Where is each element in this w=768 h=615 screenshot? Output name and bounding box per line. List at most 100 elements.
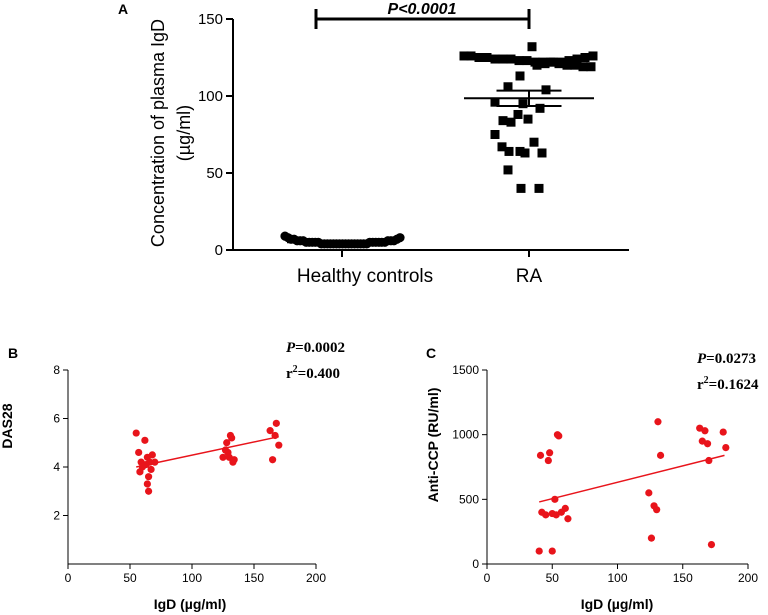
panel-a-ylabel-line1: Concentration of plasma IgD	[148, 19, 168, 247]
c-point	[544, 456, 552, 465]
b-point	[135, 448, 143, 457]
ra-point	[497, 142, 507, 152]
panel-b-r2: r2=0.400	[286, 364, 340, 382]
panel-c-points	[535, 418, 730, 555]
panel-b-xlabel: IgD (µg/ml)	[154, 596, 227, 612]
panel-b-p-prefix: P	[286, 340, 296, 356]
panel-a-letter: A	[118, 1, 128, 17]
panel-b-ylabel: DAS28	[0, 403, 15, 448]
b-point	[219, 453, 227, 461]
c-point	[542, 511, 550, 519]
b-xtick-label: 150	[244, 571, 264, 585]
ra-point	[474, 53, 484, 62]
panel-b-r2-label: r	[286, 366, 293, 382]
c-point	[536, 451, 545, 459]
ra-point	[516, 183, 526, 193]
significance-bracket	[314, 9, 531, 29]
b-point	[269, 456, 277, 464]
c-point	[551, 495, 559, 503]
ra-point	[540, 59, 550, 69]
ra-point	[535, 103, 545, 113]
c-ytick-label: 1000	[452, 428, 479, 442]
c-xtick-label: 200	[738, 571, 758, 585]
c-point	[707, 541, 716, 549]
panel-a-axes	[226, 18, 629, 257]
c-point	[555, 432, 563, 440]
c-point	[647, 534, 656, 542]
ra-point	[482, 53, 492, 62]
ra-point	[503, 165, 513, 175]
c-xtick-label: 50	[546, 571, 560, 585]
healthy-point	[395, 233, 405, 243]
panel-a-points	[280, 42, 598, 249]
ra-point	[572, 54, 582, 64]
panel-c-scatter: C 0 500 1000 1500 0 50 100 150 200 Anti-CCP (RU/…	[425, 345, 759, 612]
panel-c-r2-exp: 2	[704, 375, 709, 386]
panel-c-p-value: P=0.0273	[697, 351, 756, 367]
ra-point	[490, 54, 500, 64]
b-xtick-label: 0	[65, 571, 72, 585]
b-point	[145, 473, 153, 481]
b-point	[147, 465, 155, 474]
panel-c-p-prefix: P	[697, 351, 707, 367]
c-xtick-label: 150	[673, 571, 693, 585]
panel-b-fit-line	[136, 435, 279, 468]
ra-point	[498, 116, 508, 126]
panel-a-ytick-50: 50	[206, 165, 223, 182]
ra-point	[506, 117, 516, 127]
ra-point	[459, 51, 469, 61]
b-point	[230, 456, 238, 464]
ra-point	[537, 148, 547, 158]
ra-point	[506, 54, 516, 64]
c-point	[548, 547, 556, 555]
b-point	[228, 434, 236, 442]
panel-b-tick-labels: 2 4 6 8 0 50 100 150 200	[53, 363, 326, 585]
ra-point	[490, 97, 500, 107]
panel-a-ytick-100: 100	[198, 88, 223, 105]
b-point	[275, 441, 283, 449]
panel-c-r2-number: =0.1624	[709, 377, 759, 393]
panel-a-category-ra: RA	[516, 266, 543, 287]
panel-c-xlabel: IgD (µg/ml)	[581, 596, 654, 612]
panel-c-fit-line	[539, 454, 725, 503]
panel-b-p-value: P=0.0002	[286, 340, 345, 356]
panel-b-axes	[63, 369, 317, 569]
c-ytick-label: 1500	[452, 363, 479, 377]
c-xtick-label: 0	[484, 571, 491, 585]
b-ytick-label: 4	[53, 460, 60, 474]
ra-point	[504, 146, 514, 156]
ra-point	[518, 99, 528, 109]
ra-point	[520, 148, 530, 158]
c-point	[719, 428, 727, 436]
b-point	[271, 431, 279, 440]
c-point	[654, 418, 662, 426]
b-point	[272, 419, 280, 427]
c-point	[561, 504, 569, 512]
panel-a-ytick-150: 150	[198, 11, 223, 28]
panel-c-r2-label: r	[697, 377, 704, 393]
panel-b-r2-exp: 2	[293, 364, 298, 375]
panel-a-ylabel-line2: (µg/ml)	[174, 105, 194, 161]
c-point	[701, 427, 709, 435]
ra-point	[578, 62, 588, 72]
panel-b-letter: B	[8, 345, 18, 361]
panel-c-ylabel: Anti-CCP (RU/ml)	[425, 388, 441, 503]
ra-point	[580, 53, 590, 62]
ra-point	[556, 57, 566, 67]
ra-point	[564, 56, 574, 66]
b-point	[141, 436, 149, 444]
c-point	[564, 515, 572, 523]
b-point	[223, 439, 231, 447]
ra-point	[503, 82, 513, 92]
ra-point	[570, 60, 580, 70]
c-point	[546, 449, 554, 457]
panel-b-scatter: B 2 4 6 8 0 50 100 150 200 DAS28 IgD (µg/ml) P=0…	[0, 340, 345, 612]
ra-point	[522, 56, 532, 66]
b-point	[266, 427, 274, 435]
b-xtick-label: 50	[123, 571, 137, 585]
b-point	[148, 451, 156, 459]
c-point	[722, 444, 730, 452]
b-point	[145, 487, 153, 495]
ra-point	[515, 71, 525, 81]
